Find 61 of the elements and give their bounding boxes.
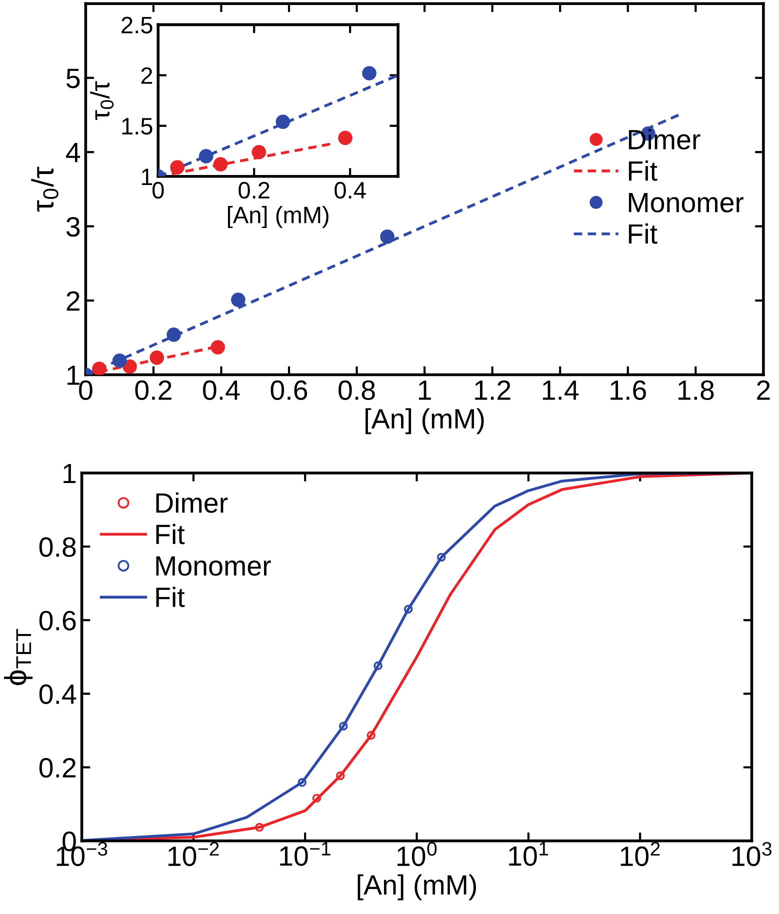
point — [213, 157, 228, 172]
y-axis-title: τ$_{0}$/τ — [31, 166, 58, 212]
x-tick-label: 10$^{2}$ — [620, 842, 660, 866]
x-tick-label: 10$^{0}$ — [397, 842, 437, 866]
point — [231, 292, 246, 307]
y-tick-label: 4 — [66, 143, 80, 162]
legend-label: Dimer — [156, 492, 228, 513]
x-tick-label: 10$^{3}$ — [732, 842, 772, 866]
y-tick-label: 1 — [142, 168, 152, 185]
x-tick-label: 10$^{−2}$ — [168, 842, 219, 866]
y-axis-title: ϕ$_{TET}$ — [4, 628, 33, 686]
x-tick-label: 10$^{−1}$ — [280, 842, 330, 866]
point — [112, 353, 127, 368]
y-tick-label: 1 — [68, 366, 80, 385]
x-tick-label: 0.4 — [334, 182, 366, 199]
y-tick-label: 3 — [66, 216, 80, 237]
x-axis-title: [An] (mM) — [358, 874, 476, 900]
point — [122, 359, 137, 374]
legend-label: Dimer — [628, 129, 700, 150]
legend-label: Monomer — [628, 192, 744, 212]
x-tick-label: 10$^{1}$ — [509, 842, 548, 866]
x-tick-label: 2 — [757, 380, 770, 400]
y-tick-label: 2 — [66, 291, 80, 311]
legend-label: Fit — [628, 223, 658, 244]
x-tick-label: 1.2 — [475, 380, 510, 400]
x-tick-label: 1.6 — [610, 380, 646, 400]
point — [338, 130, 352, 146]
point — [362, 66, 376, 80]
point — [92, 362, 106, 375]
legend-label: Fit — [628, 160, 658, 181]
point — [380, 230, 394, 244]
y-tick-label: 0.4 — [39, 684, 76, 704]
y-tick-label: 0.2 — [39, 758, 76, 778]
y-tick-label: 0.8 — [39, 537, 76, 557]
x-tick-label: 0 — [152, 182, 164, 199]
legend-label: Fit — [156, 524, 185, 544]
legend-label: Monomer — [156, 556, 271, 576]
legend-label: Fit — [156, 586, 185, 608]
point — [166, 328, 181, 342]
x-axis-title: [An] (mM) — [366, 408, 484, 434]
x-tick-label: 1 — [418, 380, 431, 400]
point — [252, 144, 266, 160]
x-tick-label: 0.2 — [238, 182, 270, 199]
x-tick-label: 0.8 — [338, 380, 375, 400]
y-tick-label: 0.6 — [39, 610, 76, 630]
point — [170, 160, 184, 174]
x-axis-title: [An] (mM) — [228, 206, 328, 228]
point — [210, 340, 225, 354]
x-tick-label: 0.4 — [203, 380, 240, 400]
y-tick-label: 1.5 — [122, 118, 152, 135]
y-tick-label: 5 — [66, 68, 80, 88]
y-tick-label: 1 — [64, 464, 76, 484]
y-tick-label: 2.5 — [122, 16, 152, 34]
y-axis-title: τ$_{0}$/τ — [90, 81, 114, 120]
x-tick-label: 0.6 — [270, 380, 308, 400]
point — [276, 114, 290, 129]
point — [198, 149, 214, 164]
y-tick-label: 2 — [141, 67, 152, 84]
x-tick-label: 1.4 — [542, 380, 579, 400]
point — [150, 350, 164, 365]
x-tick-label: 1.8 — [678, 380, 714, 400]
